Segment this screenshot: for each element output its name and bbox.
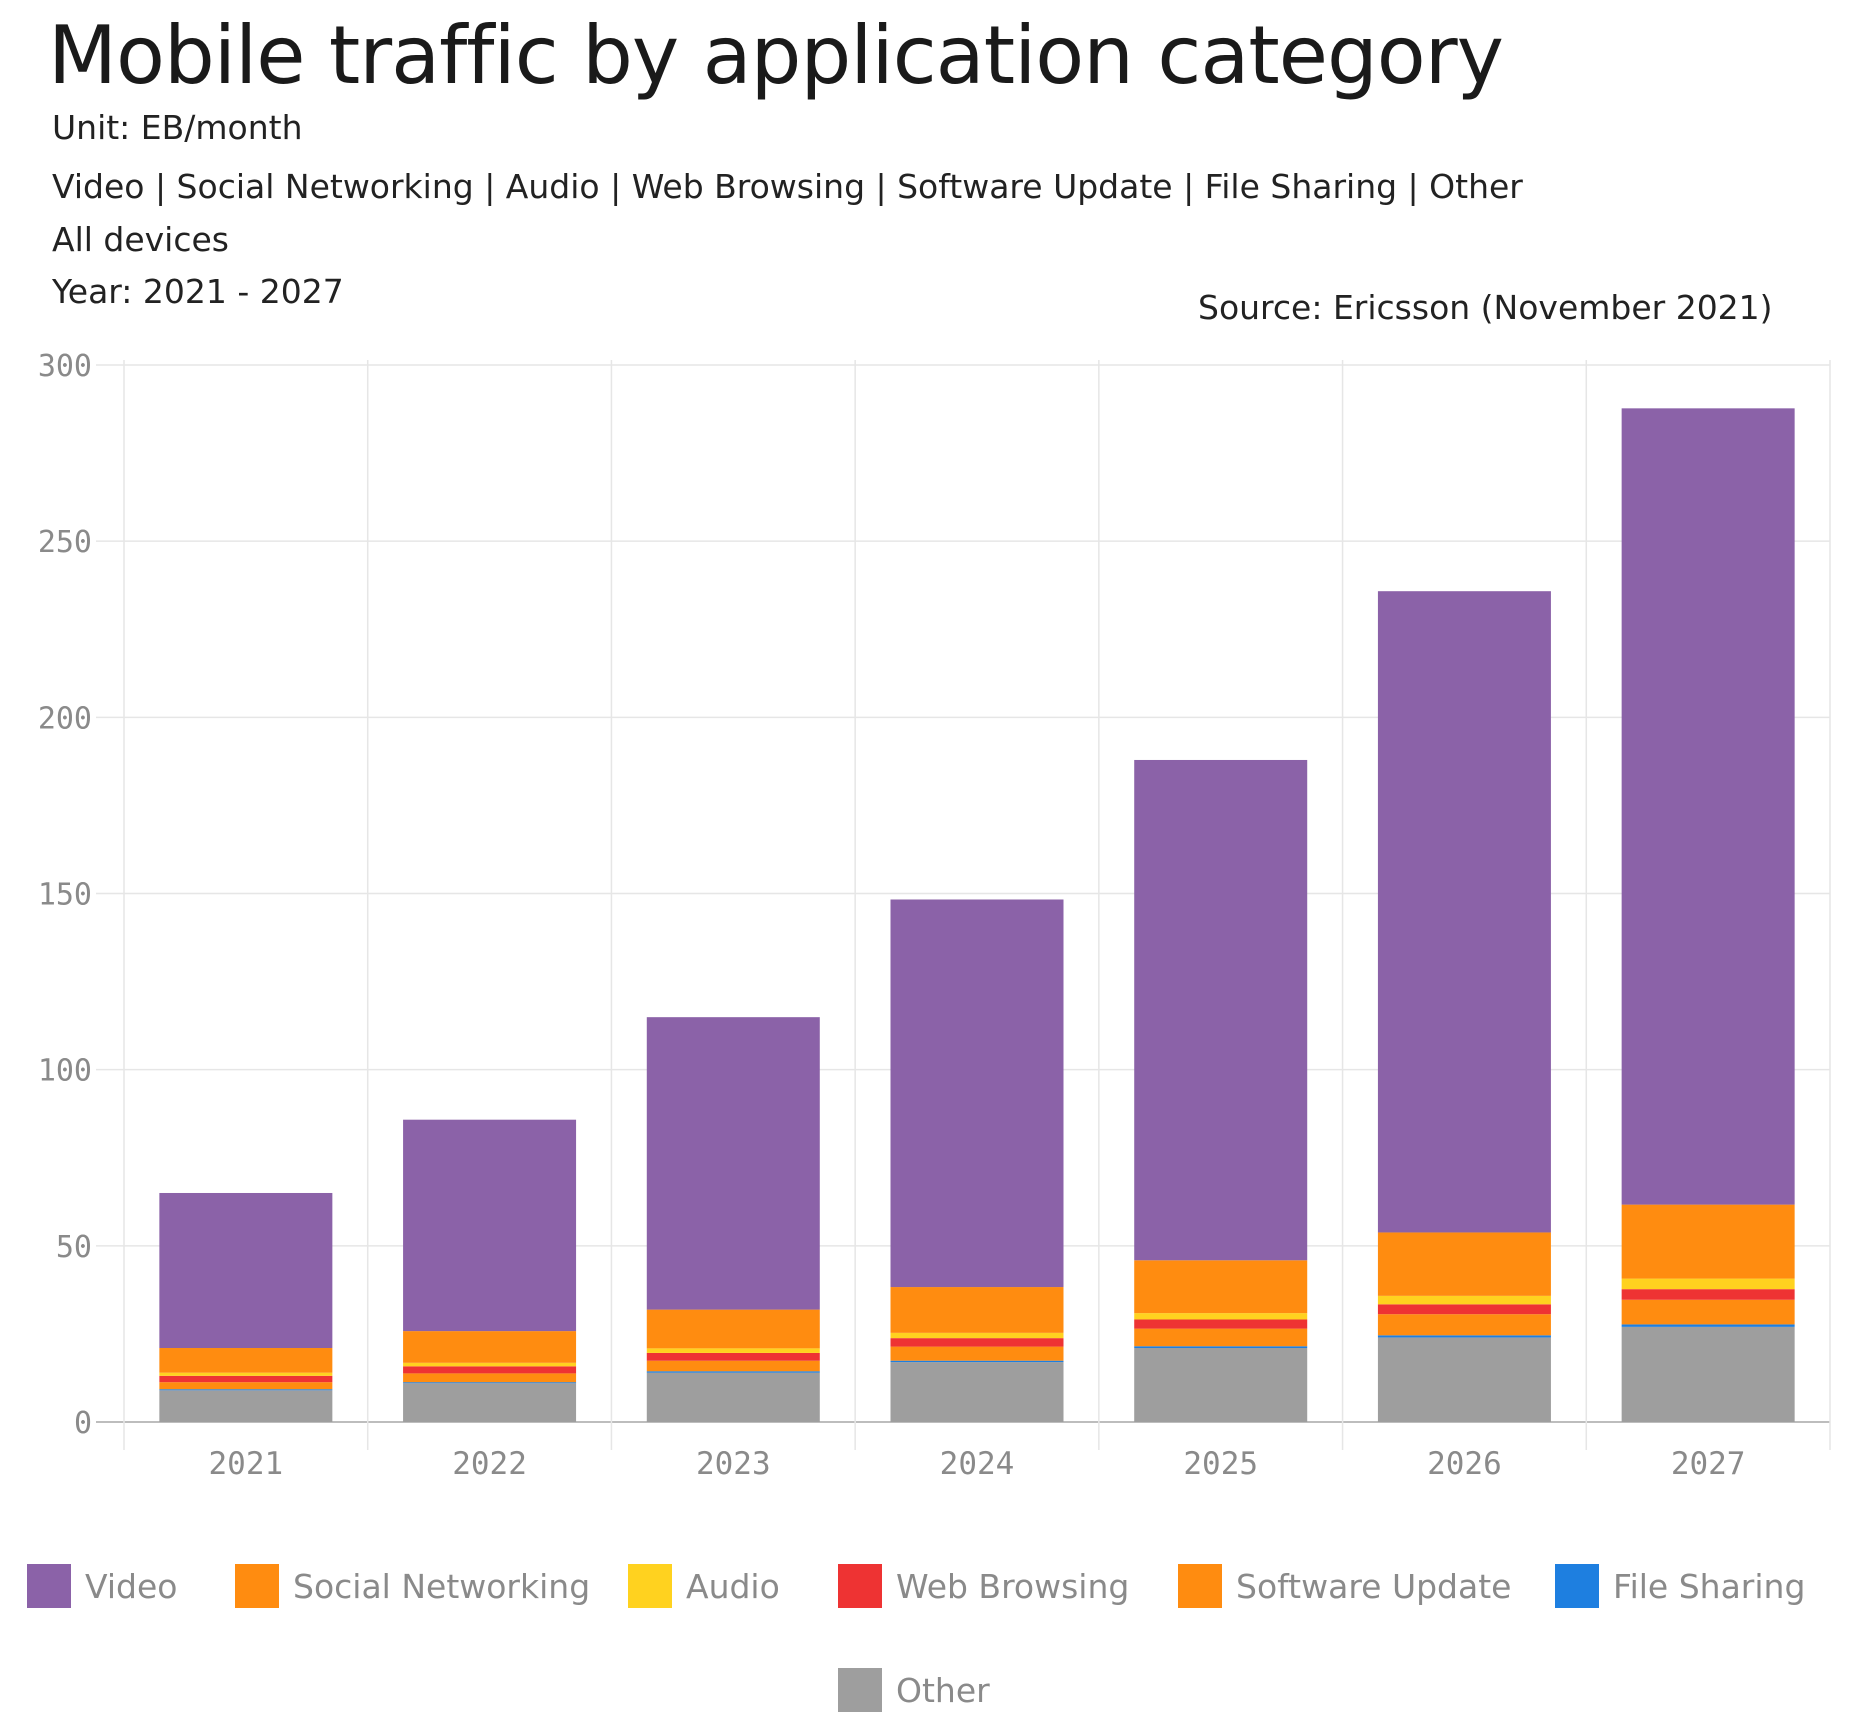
- legend-item-file-sharing[interactable]: File Sharing: [1555, 1563, 1805, 1609]
- bar-segment-video: [159, 1192, 333, 1349]
- bar-segment-other: [1377, 1337, 1551, 1422]
- legend-item-video[interactable]: Video: [27, 1563, 177, 1609]
- source-label: Source: Ericsson (November 2021): [1198, 288, 1773, 327]
- bar-segment-audio: [403, 1362, 577, 1367]
- legend-swatch: [1555, 1564, 1599, 1608]
- legend-item-audio[interactable]: Audio: [628, 1563, 780, 1609]
- bar-segment-audio: [646, 1348, 820, 1353]
- bar-segment-web-browsing: [159, 1375, 333, 1383]
- legend-label: Software Update: [1236, 1566, 1512, 1606]
- bar-segment-audio: [890, 1332, 1064, 1339]
- legend-label: Audio: [686, 1566, 780, 1606]
- legend-swatch: [838, 1564, 882, 1608]
- legend-item-social-networking[interactable]: Social Networking: [235, 1563, 590, 1609]
- bar-segment-web-browsing: [1377, 1304, 1551, 1315]
- bar-segment-social-networking: [1134, 1260, 1308, 1314]
- chart-title: Mobile traffic by application category: [48, 9, 1504, 102]
- y-tick-label: 200: [38, 701, 92, 736]
- bar-segment-social-networking: [890, 1287, 1064, 1333]
- bar-segment-web-browsing: [890, 1338, 1064, 1347]
- bar-segment-web-browsing: [1134, 1319, 1308, 1329]
- bar-segment-other: [646, 1372, 820, 1422]
- bar-segment-social-networking: [159, 1348, 333, 1373]
- legend-label: Video: [85, 1566, 178, 1606]
- bar-segment-file-sharing: [403, 1382, 577, 1384]
- bar-segment-video: [646, 1017, 820, 1310]
- bar-segment-other: [159, 1390, 333, 1422]
- legend-swatch: [27, 1564, 71, 1608]
- bar-segment-file-sharing: [646, 1371, 820, 1373]
- categories-line: Video | Social Networking | Audio | Web …: [52, 167, 1523, 206]
- bar-segment-social-networking: [646, 1309, 820, 1349]
- legend-swatch: [1178, 1564, 1222, 1608]
- legend-label: Social Networking: [293, 1566, 591, 1606]
- legend-item-other[interactable]: Other: [838, 1667, 990, 1713]
- year-range-label: Year: 2021 - 2027: [52, 272, 344, 311]
- unit-label: Unit: EB/month: [52, 108, 303, 147]
- y-tick-label: 300: [38, 349, 92, 384]
- bar-segment-web-browsing: [403, 1366, 577, 1374]
- y-tick-label: 250: [38, 525, 92, 560]
- bar-segment-file-sharing: [890, 1360, 1064, 1363]
- bar-segment-audio: [159, 1372, 333, 1376]
- legend-item-software-update[interactable]: Software Update: [1178, 1563, 1511, 1609]
- bar-segment-video: [1621, 408, 1795, 1205]
- bar-segment-software-update: [1621, 1299, 1795, 1325]
- legend-swatch: [838, 1668, 882, 1712]
- bar-segment-web-browsing: [1621, 1289, 1795, 1300]
- bar-segment-software-update: [1377, 1314, 1551, 1336]
- bar-segment-video: [1134, 759, 1308, 1261]
- bar-segment-other: [890, 1362, 1064, 1422]
- bar-segment-audio: [1134, 1313, 1308, 1320]
- x-tick-label: 2025: [1183, 1446, 1258, 1482]
- y-tick-label: 150: [38, 878, 92, 913]
- bar-segment-file-sharing: [1621, 1324, 1795, 1327]
- bar-segment-software-update: [159, 1382, 333, 1390]
- x-tick-label: 2027: [1671, 1446, 1746, 1482]
- legend-swatch: [628, 1564, 672, 1608]
- bar-segment-social-networking: [1621, 1204, 1795, 1279]
- x-tick-label: 2026: [1427, 1446, 1502, 1482]
- legend-label: Other: [896, 1670, 990, 1710]
- legend-item-web-browsing[interactable]: Web Browsing: [838, 1563, 1129, 1609]
- bar-segment-web-browsing: [646, 1352, 820, 1361]
- x-tick-label: 2021: [209, 1446, 284, 1482]
- y-tick-label: 100: [38, 1054, 92, 1089]
- bar-segment-other: [1621, 1326, 1795, 1422]
- bar-segment-software-update: [403, 1373, 577, 1383]
- bar-segment-other: [1134, 1348, 1308, 1422]
- bar-segment-video: [890, 899, 1064, 1288]
- bar-segment-other: [403, 1383, 577, 1422]
- bar-segment-social-networking: [1377, 1232, 1551, 1296]
- stacked-bar-chart: 0 50 100 150 200 250 300 2021 2022 2023 2024 2025 20…: [38, 349, 1831, 1482]
- bar-segment-software-update: [890, 1346, 1064, 1361]
- bar-segment-video: [403, 1119, 577, 1332]
- legend-label: Web Browsing: [896, 1566, 1130, 1606]
- y-tick-label: 0: [74, 1406, 92, 1441]
- bar-segment-software-update: [646, 1360, 820, 1372]
- x-tick-label: 2023: [696, 1446, 771, 1482]
- bar-segment-social-networking: [403, 1331, 577, 1363]
- bar-segment-file-sharing: [1134, 1346, 1308, 1349]
- legend-swatch: [235, 1564, 279, 1608]
- bar-segment-software-update: [1134, 1328, 1308, 1347]
- bar-segment-file-sharing: [1377, 1335, 1551, 1338]
- x-tick-label: 2022: [452, 1446, 527, 1482]
- bar-segment-file-sharing: [159, 1389, 333, 1391]
- x-tick-label: 2024: [940, 1446, 1015, 1482]
- bar-segment-audio: [1621, 1278, 1795, 1290]
- bar-segment-audio: [1377, 1295, 1551, 1305]
- legend-label: File Sharing: [1613, 1566, 1806, 1606]
- y-tick-label: 50: [56, 1230, 92, 1265]
- bar-segment-video: [1377, 591, 1551, 1233]
- devices-label: All devices: [52, 220, 229, 259]
